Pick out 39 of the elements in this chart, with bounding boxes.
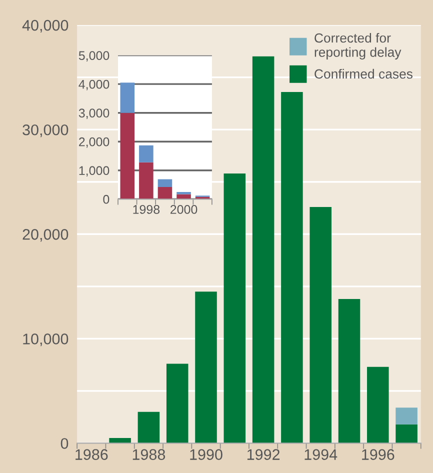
y-tick-label: 0 xyxy=(103,194,110,204)
bar xyxy=(338,298,360,444)
bar xyxy=(166,364,188,444)
bar xyxy=(367,366,389,444)
bar xyxy=(176,194,191,200)
y-tick-label: 1,000 xyxy=(79,166,110,177)
bar xyxy=(310,206,332,444)
text: 10,000 xyxy=(23,334,68,346)
x-tick-label: 1992 xyxy=(247,449,280,460)
bar xyxy=(120,112,135,200)
bar xyxy=(224,174,246,444)
bar xyxy=(195,292,217,444)
x-tick-label: 1994 xyxy=(304,449,338,460)
bar xyxy=(158,179,172,188)
x-tick-label: 1998 xyxy=(133,205,160,214)
bar xyxy=(396,424,418,444)
x-tick-label: 1990 xyxy=(190,449,222,460)
bar xyxy=(396,408,418,424)
y-tick-label: 2,000 xyxy=(79,137,110,148)
legend-label: Corrected for reporting delay xyxy=(314,32,402,60)
y-tick-label: 30,000 xyxy=(22,124,68,138)
y-tick-label: 40,000 xyxy=(22,20,68,33)
y-tick-label: 5,000 xyxy=(78,51,110,62)
y-tick-label: 3,000 xyxy=(78,108,110,119)
bar xyxy=(281,92,303,444)
bar xyxy=(252,56,274,444)
bar xyxy=(138,412,160,444)
y-tick-label: 20,000 xyxy=(22,229,68,242)
bar xyxy=(139,162,154,200)
y-tick-label: 4,000 xyxy=(78,80,110,90)
bar xyxy=(158,187,172,200)
bar xyxy=(120,82,135,113)
x-tick-label: 2000 xyxy=(170,205,198,214)
x-tick-label: 1988 xyxy=(132,449,166,460)
x-tick-label: 1986 xyxy=(76,449,108,460)
bar xyxy=(139,145,154,162)
legend-label: Confirmed cases xyxy=(314,68,412,79)
y-tick-label: 0 xyxy=(60,438,68,449)
x-tick-label: 1996 xyxy=(362,449,394,460)
